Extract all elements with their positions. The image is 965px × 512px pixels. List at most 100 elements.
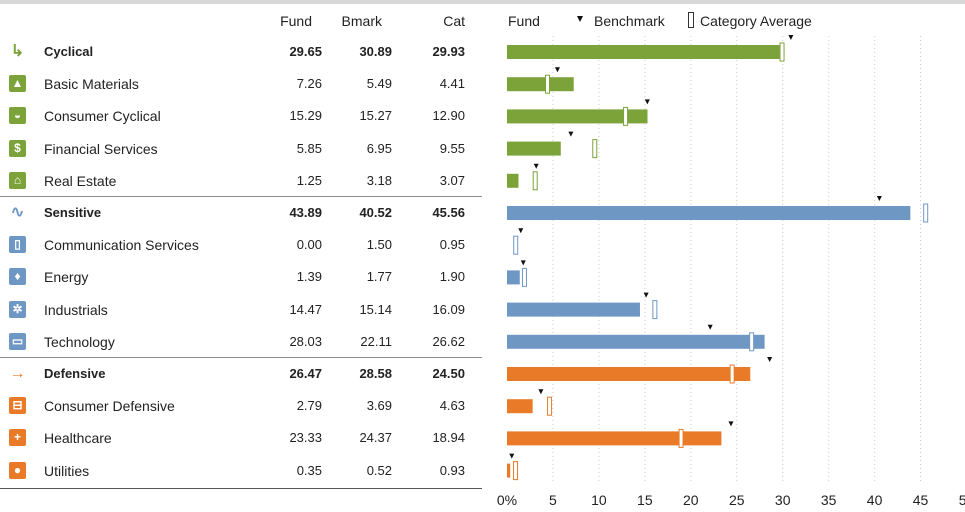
cat-value: 9.55 bbox=[439, 140, 465, 156]
fund-bar bbox=[507, 77, 574, 92]
fund-value: 2.79 bbox=[296, 398, 322, 414]
x-tick-label: 30 bbox=[775, 492, 791, 508]
x-tick-label: 40 bbox=[867, 492, 883, 508]
benchmark-marker bbox=[568, 131, 574, 137]
fund-bar bbox=[507, 173, 519, 188]
bmark-value: 40.52 bbox=[359, 205, 392, 220]
x-tick-label: 5 bbox=[549, 492, 557, 508]
flame-icon: ♦ bbox=[9, 268, 26, 286]
table-row: ▭ Technology 28.03 22.11 26.62 bbox=[0, 326, 482, 358]
table-row: ● Utilities 0.35 0.52 0.93 bbox=[0, 455, 482, 487]
fund-value: 0.00 bbox=[296, 237, 322, 253]
top-bar bbox=[0, 0, 965, 4]
car-icon: ◒ bbox=[9, 107, 26, 125]
cat-value: 12.90 bbox=[432, 108, 465, 124]
fund-value: 23.33 bbox=[289, 430, 322, 446]
table-row: ✲ Industrials 14.47 15.14 16.09 bbox=[0, 294, 482, 326]
cat-value: 18.94 bbox=[432, 430, 465, 446]
bmark-value: 15.14 bbox=[359, 301, 392, 317]
category-average-marker bbox=[521, 267, 527, 287]
fund-value: 5.85 bbox=[296, 140, 322, 156]
fund-column-header: Fund bbox=[280, 13, 312, 29]
row-label: Consumer Cyclical bbox=[44, 108, 161, 125]
table-row: + Healthcare 23.33 24.37 18.94 bbox=[0, 422, 482, 454]
bmark-value: 6.95 bbox=[366, 140, 392, 156]
sensitive-icon: ∿ bbox=[10, 204, 25, 221]
table-row: ◒ Consumer Cyclical 15.29 15.27 12.90 bbox=[0, 100, 482, 132]
legend-benchmark: Benchmark bbox=[594, 13, 665, 29]
fund-bar bbox=[507, 270, 520, 285]
defensive-arrow-icon: → bbox=[9, 365, 26, 382]
computer-icon: ▭ bbox=[9, 332, 26, 350]
bmark-value: 24.37 bbox=[359, 430, 392, 446]
x-tick-label: 20 bbox=[683, 492, 699, 508]
x-tick-label: 45 bbox=[913, 492, 929, 508]
fund-value: 7.26 bbox=[296, 76, 322, 92]
cat-value: 4.41 bbox=[439, 76, 465, 92]
benchmark-marker bbox=[554, 67, 560, 73]
benchmark-marker bbox=[644, 99, 650, 105]
category-average-marker bbox=[547, 396, 553, 416]
benchmark-marker bbox=[876, 196, 882, 201]
legend-benchmark-marker-icon bbox=[577, 16, 583, 22]
benchmark-marker bbox=[643, 292, 649, 298]
category-average-marker bbox=[592, 139, 598, 159]
row-label: Financial Services bbox=[44, 140, 158, 157]
table-row: → Defensive 26.47 28.58 24.50 bbox=[0, 358, 482, 390]
benchmark-marker bbox=[518, 228, 524, 234]
category-average-marker bbox=[532, 171, 538, 191]
fund-value: 1.25 bbox=[296, 172, 322, 188]
cat-value: 29.93 bbox=[432, 44, 465, 59]
cyclical-icon: ↳ bbox=[10, 43, 25, 60]
row-label: Basic Materials bbox=[44, 76, 139, 93]
table-row: ∿ Sensitive 43.89 40.52 45.56 bbox=[0, 197, 482, 229]
fund-bar bbox=[507, 109, 648, 124]
gear-icon: ✲ bbox=[9, 300, 26, 318]
bmark-value: 0.52 bbox=[366, 462, 392, 478]
x-tick-label: 0% bbox=[497, 492, 517, 508]
light-bulb-icon: ● bbox=[9, 461, 26, 479]
benchmark-marker bbox=[728, 421, 734, 427]
bmark-value: 3.18 bbox=[366, 172, 392, 188]
table-row: ♦ Energy 1.39 1.77 1.90 bbox=[0, 261, 482, 293]
fund-bar bbox=[507, 367, 751, 381]
x-tick-label: 35 bbox=[821, 492, 837, 508]
row-label: Industrials bbox=[44, 301, 108, 318]
legend-category-average: Category Average bbox=[700, 13, 812, 29]
table-row: ▯ Communication Services 0.00 1.50 0.95 bbox=[0, 229, 482, 261]
x-tick-label: 25 bbox=[729, 492, 745, 508]
cat-value: 4.63 bbox=[439, 398, 465, 414]
fund-bar bbox=[507, 302, 640, 317]
cat-value: 16.09 bbox=[432, 301, 465, 317]
benchmark-marker bbox=[520, 260, 526, 266]
sector-separator bbox=[0, 357, 482, 358]
cat-value: 0.93 bbox=[439, 462, 465, 478]
cat-value: 1.90 bbox=[439, 269, 465, 285]
shopping-cart-icon: ⊟ bbox=[9, 397, 26, 415]
table-bottom-rule bbox=[0, 487, 482, 489]
row-label: Communication Services bbox=[44, 237, 199, 254]
row-label: Cyclical bbox=[44, 44, 94, 59]
bmark-value: 3.69 bbox=[366, 398, 392, 414]
fund-value: 1.39 bbox=[296, 269, 322, 285]
category-average-marker bbox=[623, 106, 629, 126]
row-label: Energy bbox=[44, 269, 89, 286]
cat-value: 3.07 bbox=[439, 172, 465, 188]
category-average-marker bbox=[513, 235, 519, 255]
fund-value: 0.35 bbox=[296, 462, 322, 478]
fund-bar bbox=[507, 141, 561, 156]
fund-bar bbox=[507, 431, 722, 446]
fund-bar bbox=[507, 334, 765, 349]
benchmark-marker bbox=[788, 35, 794, 40]
house-icon: ⌂ bbox=[9, 171, 26, 189]
bmark-value: 1.50 bbox=[366, 237, 392, 253]
category-average-marker bbox=[513, 461, 519, 481]
fund-bar bbox=[507, 206, 911, 220]
legend-category-marker-icon bbox=[688, 12, 694, 28]
benchmark-marker bbox=[707, 324, 713, 330]
bmark-column-header: Bmark bbox=[341, 13, 382, 29]
fund-bar bbox=[507, 399, 533, 414]
category-average-marker bbox=[652, 300, 658, 320]
sector-separator bbox=[0, 196, 482, 197]
category-average-marker bbox=[923, 203, 929, 223]
